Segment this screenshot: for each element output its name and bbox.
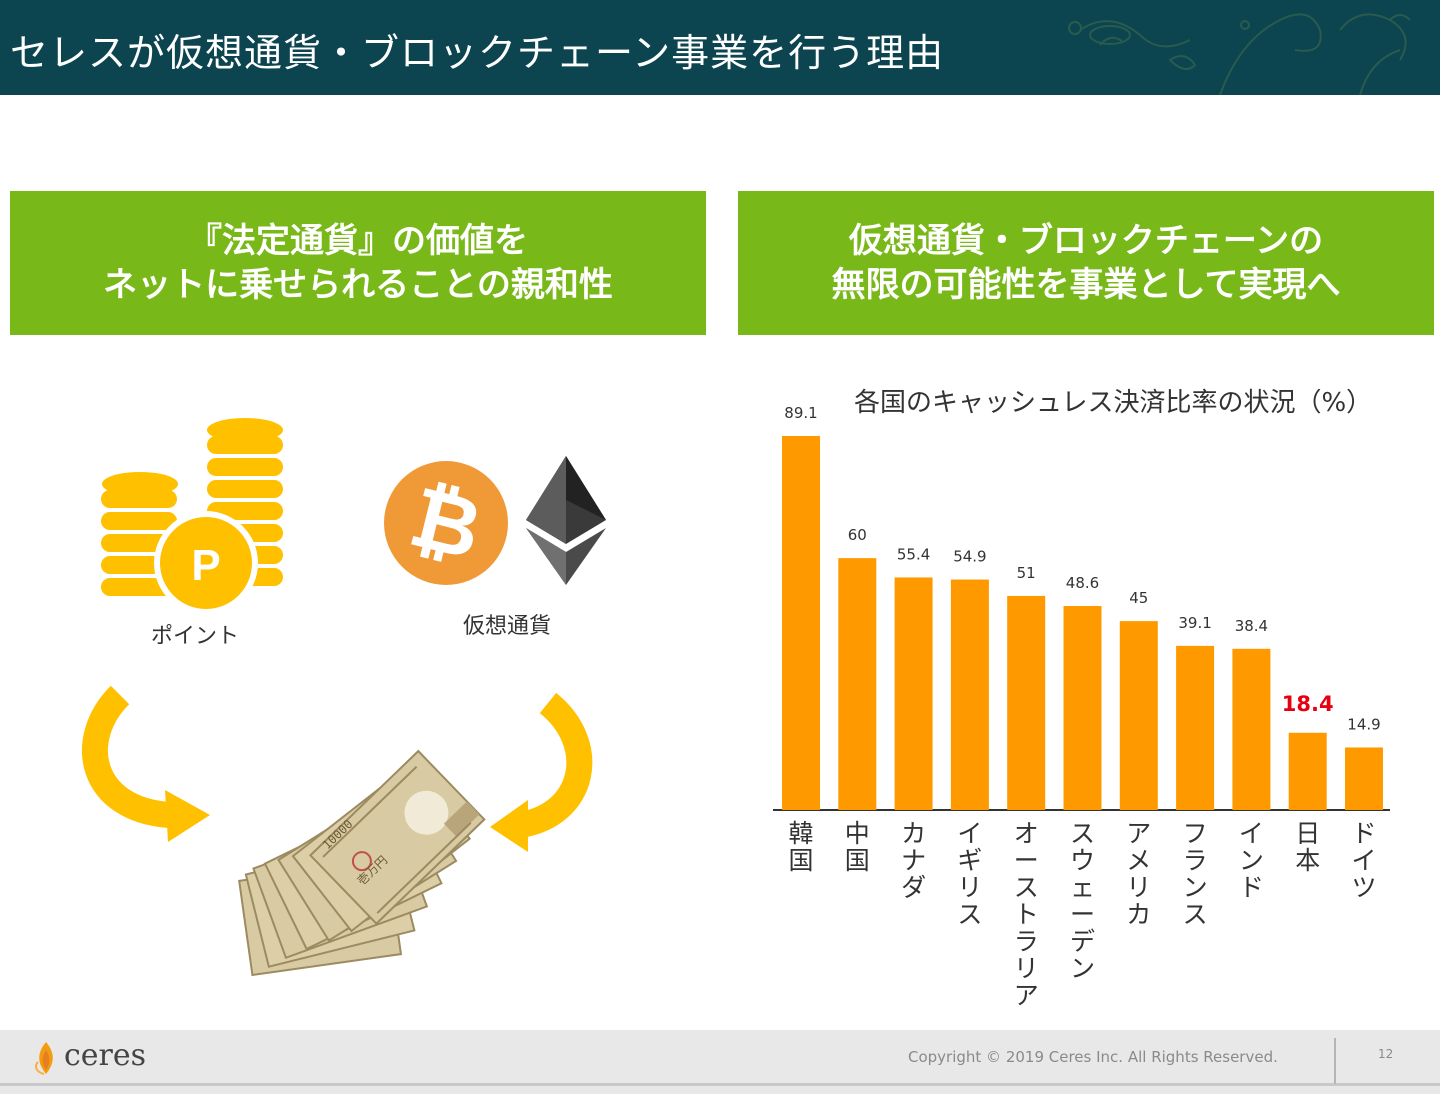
ceres-logo-text: ceres: [64, 1038, 147, 1073]
category-label-10: ドイツ: [1351, 819, 1376, 902]
bar-1: [838, 558, 877, 810]
category-label-3: イギリス: [957, 819, 982, 929]
footer-divider: [0, 1083, 1440, 1086]
chart-title: 各国のキャッシュレス決済比率の状況（%）: [854, 388, 1373, 418]
category-label-8: インド: [1239, 819, 1264, 902]
cashless-ratio-bar-chart: 89.1 韓国 60 中国 55.4 カナダ 54.9 イギリス 51 オーストラリア 48.6 スウ…: [773, 404, 1390, 1010]
bar-value-label-1: 60: [848, 526, 867, 544]
bar-value-label-7: 39.1: [1178, 614, 1211, 632]
banner-left-line1: 『法定通貨』の価値を: [187, 221, 528, 261]
point-coin-symbol: P: [191, 541, 220, 590]
bar-10: [1345, 747, 1383, 810]
bar-8: [1232, 648, 1271, 810]
bar-value-label-0: 89.1: [784, 404, 817, 422]
footer-separator: [1334, 1038, 1336, 1084]
bar-value-label-3: 54.9: [953, 548, 986, 566]
bar-value-label-5: 48.6: [1066, 574, 1099, 592]
category-label-2: カナダ: [901, 819, 926, 902]
bar-2: [894, 577, 933, 810]
bar-6: [1119, 621, 1158, 810]
banner-right-line2: 無限の可能性を事業として実現へ: [831, 265, 1341, 305]
bitcoin-icon: ₿: [384, 461, 508, 585]
bar-5: [1063, 606, 1102, 810]
category-label-7: フランス: [1183, 819, 1208, 929]
category-label-6: アメリカ: [1126, 819, 1151, 929]
bar-value-label-10: 14.9: [1347, 715, 1380, 733]
page-number: 12: [1378, 1047, 1394, 1061]
category-label-0: 韓国: [788, 819, 813, 875]
bar-value-label-6: 45: [1129, 589, 1148, 607]
bar-4: [1007, 595, 1046, 810]
bar-0: [782, 436, 820, 810]
bar-value-label-4: 51: [1017, 564, 1036, 582]
header-bar: セレスが仮想通貨・ブロックチェーン事業を行う理由: [0, 0, 1440, 95]
category-label-9: 日本: [1295, 819, 1320, 875]
bar-value-label-9: 18.4: [1282, 692, 1334, 716]
ceres-logo-icon: [35, 1042, 53, 1075]
floral-decoration: [1068, 13, 1411, 95]
category-label-5: スウェーデン: [1070, 819, 1095, 983]
bar-3: [950, 579, 989, 810]
illustration: P ₿: [82, 418, 606, 977]
bar-9: [1288, 732, 1327, 810]
banner-right-line1: 仮想通貨・ブロックチェーンの: [848, 221, 1324, 261]
banner-business: 仮想通貨・ブロックチェーンの 無限の可能性を事業として実現へ: [738, 191, 1434, 335]
category-label-1: 中国: [845, 819, 870, 875]
bar-7: [1176, 645, 1215, 810]
points-label: ポイント: [151, 624, 240, 649]
page-title: セレスが仮想通貨・ブロックチェーン事業を行う理由: [10, 31, 945, 75]
banner-affinity: 『法定通貨』の価値を ネットに乗せられることの親和性: [10, 191, 706, 335]
category-label-4: オーストラリア: [1014, 819, 1039, 1010]
copyright-text: Copyright © 2019 Ceres Inc. All Rights R…: [908, 1048, 1278, 1066]
left-curved-arrow-icon: [82, 685, 210, 842]
crypto-label: 仮想通貨: [463, 614, 552, 639]
banner-left-line2: ネットに乗せられることの親和性: [103, 265, 613, 305]
bar-value-label-2: 55.4: [897, 545, 930, 563]
banknotes-icon: 10000 壱万円: [238, 749, 486, 977]
coins-icon: [101, 418, 283, 615]
ethereum-icon: [526, 456, 606, 585]
bar-value-label-8: 38.4: [1235, 617, 1268, 635]
right-curved-arrow-icon: [490, 692, 593, 852]
